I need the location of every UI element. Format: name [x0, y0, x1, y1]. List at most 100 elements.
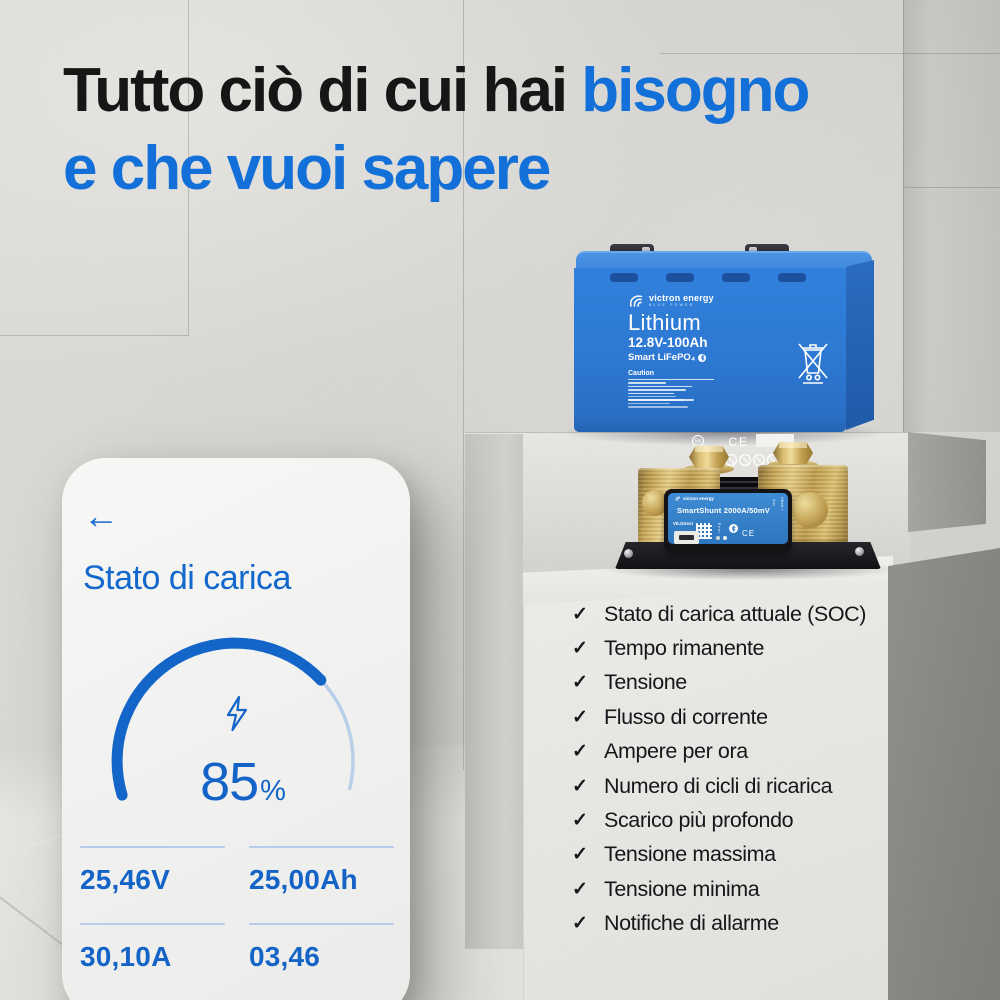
stat-cell: 03,46 — [249, 923, 394, 1000]
error-label: Error — [717, 523, 721, 534]
stat-value: 03,46 — [249, 941, 321, 972]
app-screen-card: ← Stato di carica 85 % 25,46V 25,00Ah 30… — [62, 458, 410, 1000]
microprint-line — [628, 399, 684, 401]
microprint-line — [628, 378, 714, 381]
checklist-item-label: Scarico più profondo — [604, 808, 794, 833]
shunt-hex-nut — [792, 492, 828, 528]
wall-seam — [903, 187, 1000, 188]
headline-line2: e che vuoi sapere — [63, 134, 551, 203]
checklist-item: ✓ Flusso di corrente — [572, 700, 866, 734]
checklist-item: ✓ Tensione massima — [572, 838, 866, 872]
battery-vent-slot — [778, 273, 806, 282]
ve-direct-port — [674, 531, 699, 544]
checklist-item: ✓ Notifiche di allarme — [572, 907, 866, 941]
check-icon: ✓ — [572, 706, 588, 728]
battery-label: victron energy blue power Lithium 12.8V-… — [628, 294, 840, 467]
victron-swirl-icon — [675, 496, 681, 501]
stat-value: 25,00Ah — [249, 864, 358, 895]
microprint-line — [628, 395, 676, 398]
battery-vent-slot — [666, 273, 694, 282]
stat-cell: 25,46V — [80, 846, 225, 923]
wall-seam — [0, 335, 189, 336]
battery-side-face — [846, 260, 874, 430]
check-icon: ✓ — [572, 878, 588, 900]
charging-bolt-icon — [226, 695, 248, 732]
microprint-line — [628, 402, 670, 405]
stat-cell: 25,00Ah — [249, 846, 394, 923]
microprint-line — [628, 385, 692, 388]
ce-mark: CE — [742, 529, 756, 538]
headline-black-text: Tutto ciò di cui hai — [63, 56, 568, 125]
shunt-model: SmartShunt 2000A/50mV — [677, 506, 770, 515]
bluetooth-icon — [698, 353, 707, 362]
stat-value: 30,10A — [80, 941, 172, 972]
check-icon: ✓ — [572, 603, 588, 625]
battery-vent-slot — [610, 273, 638, 282]
front-block-right-face — [888, 548, 1000, 1000]
check-icon: ✓ — [572, 741, 588, 763]
percent-sign: % — [260, 775, 286, 807]
headline: Tutto ciò di cui hai bisogno e che vuoi … — [63, 52, 810, 208]
checklist-item-label: Tempo rimanente — [604, 636, 765, 661]
check-icon: ✓ — [572, 913, 588, 935]
pedestal-right-face — [908, 432, 986, 532]
microprint-line — [628, 382, 666, 384]
checklist-item-label: Notifiche di allarme — [604, 911, 779, 936]
checklist-item-label: Tensione — [604, 670, 687, 695]
stat-divider — [80, 846, 225, 848]
checklist-item-label: Tensione minima — [604, 876, 760, 901]
checklist-item: ✓ Ampere per ora — [572, 735, 866, 769]
battery-brand: victron energy — [649, 293, 714, 303]
stat-divider — [80, 923, 225, 925]
shunt-bolt — [773, 442, 813, 464]
checklist-item-label: Ampere per ora — [604, 739, 748, 764]
check-icon: ✓ — [572, 844, 588, 866]
check-icon: ✓ — [572, 775, 588, 797]
bluetooth-icon — [729, 524, 738, 533]
soc-percent-value: 85 — [200, 752, 259, 812]
stat-divider — [249, 923, 394, 925]
checklist-item: ✓ Tempo rimanente — [572, 631, 866, 665]
vbatt-terminal-label: VBatt + — [780, 497, 784, 512]
battery-address-print — [628, 394, 688, 408]
battery-model: Lithium — [628, 310, 702, 335]
microprint-line — [628, 406, 688, 408]
checklist-item-label: Tensione massima — [604, 842, 776, 867]
victron-logo: victron energy blue power — [628, 294, 840, 307]
weee-bin-icon — [798, 343, 828, 384]
pedestal-left-face — [465, 434, 523, 949]
microprint-line — [628, 389, 686, 391]
lithium-battery: victron energy blue power Lithium 12.8V-… — [558, 242, 888, 467]
headline-line1: Tutto ciò di cui hai bisogno — [63, 56, 810, 125]
checklist-item-label: Flusso di corrente — [604, 704, 768, 729]
headline-blue-text: bisogno — [581, 56, 810, 125]
smartshunt-device: victron energy SmartShunt 2000A/50mV VE.… — [604, 440, 894, 580]
checklist-item: ✓ Scarico più profondo — [572, 803, 866, 837]
stat-cell: 30,10A — [80, 923, 225, 1000]
check-icon: ✓ — [572, 638, 588, 660]
soc-percent: 85 % — [62, 751, 410, 813]
checklist-item-label: Stato di carica attuale (SOC) — [604, 601, 867, 626]
victron-swirl-icon — [630, 295, 643, 307]
led-indicator — [716, 536, 720, 540]
battery-vent-slot — [722, 273, 750, 282]
stat-divider — [249, 846, 394, 848]
back-button[interactable]: ← — [83, 495, 119, 536]
shunt-base-screw — [855, 547, 864, 556]
ve-direct-label: VE.Direct — [673, 521, 694, 526]
shunt-brand: victron energy — [675, 496, 714, 501]
page-title: Stato di carica — [83, 559, 291, 597]
checklist-item: ✓ Numero di cicli di ricarica — [572, 769, 866, 803]
check-icon: ✓ — [572, 672, 588, 694]
wall-right-panel — [903, 0, 1000, 432]
checklist-item: ✓ Tensione minima — [572, 872, 866, 906]
battery-brand-tagline: blue power — [649, 303, 695, 307]
feature-checklist: ✓ Stato di carica attuale (SOC) ✓ Tempo … — [572, 597, 866, 941]
wall-seam — [903, 0, 904, 432]
check-icon: ✓ — [572, 810, 588, 832]
stat-value: 25,46V — [80, 864, 170, 895]
shunt-base-screw — [624, 549, 633, 558]
led-indicator — [723, 536, 727, 540]
checklist-item: ✓ Stato di carica attuale (SOC) — [572, 597, 866, 631]
